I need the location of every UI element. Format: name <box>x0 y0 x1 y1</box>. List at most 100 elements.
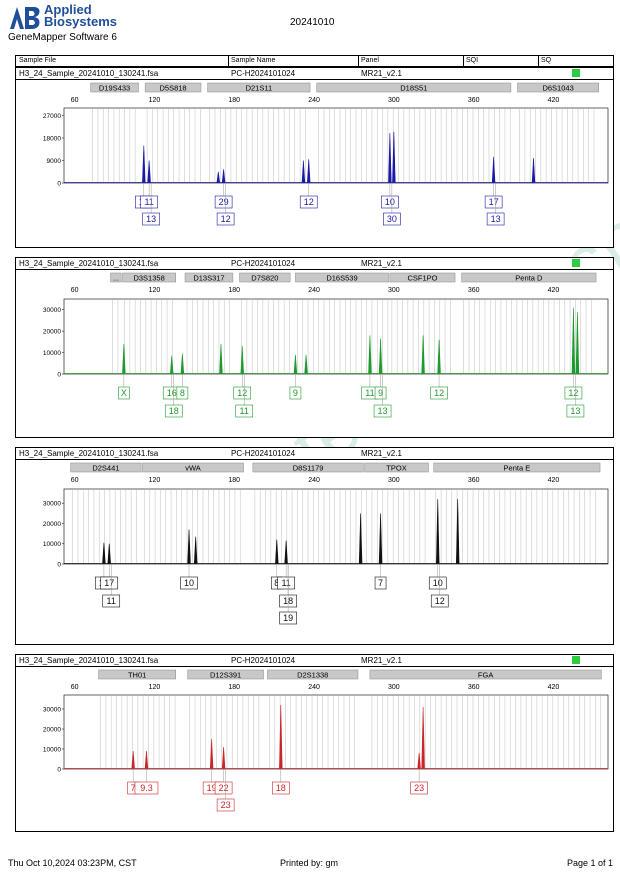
allele-box <box>430 594 449 608</box>
x-tick-label: 180 <box>228 97 240 104</box>
signal-peak <box>378 338 383 374</box>
y-tick-label: 10000 <box>43 747 61 754</box>
y-tick-label: 10000 <box>43 350 61 357</box>
signal-peak <box>368 335 372 374</box>
plot-frame <box>63 488 609 565</box>
col-panel[interactable]: Panel <box>361 57 379 64</box>
col-sample-file[interactable]: Sample File <box>19 57 56 64</box>
marker-label: D3S1358 <box>133 274 164 283</box>
allele-box <box>100 576 119 590</box>
marker-bar <box>70 462 142 473</box>
signal-peak <box>293 354 298 374</box>
marker-bar <box>98 669 176 680</box>
allele-box <box>566 404 585 418</box>
allele-box <box>374 576 387 590</box>
electropherogram-panel-3: H3_24_Sample_20241010_130241.fsa PC-H202… <box>15 447 614 645</box>
plot-frame <box>63 107 609 184</box>
marker-bar <box>110 272 122 283</box>
allele-label: 12 <box>221 214 231 224</box>
y-tick-label: 0 <box>57 767 61 774</box>
y-tick-label: 18000 <box>43 136 61 143</box>
app-name: GeneMapper Software 6 <box>8 32 117 43</box>
y-tick-label: 27000 <box>43 113 61 120</box>
marker-label: D13S317 <box>193 274 224 283</box>
x-tick-label: 120 <box>149 287 161 294</box>
y-tick-label: 30000 <box>43 501 61 508</box>
y-tick-label: 20000 <box>43 521 61 528</box>
brand-name: Applied Biosystems <box>44 2 117 28</box>
signal-peak <box>107 543 111 564</box>
panel-info-row: H3_24_Sample_20241010_130241.fsa PC-H202… <box>16 655 613 667</box>
allele-label: 23 <box>221 800 231 810</box>
col-sqi[interactable]: SQI <box>466 57 479 64</box>
allele-label: 29 <box>219 197 229 207</box>
col-sq[interactable]: SQ <box>541 57 552 64</box>
plot-frame <box>63 298 609 375</box>
marker-label: TH01 <box>128 671 146 680</box>
col-sample-name[interactable]: Sample Name <box>231 57 276 64</box>
electropherogram-3[interactable]: D2S441 vWA D8S1179 TPOX Penta E60 120 180 240 30… <box>16 460 613 643</box>
x-tick-label: 360 <box>468 287 480 294</box>
sample-name-value: PC-H2024101024 <box>231 69 296 78</box>
allele-label: 23 <box>414 783 424 793</box>
signal-peak <box>221 746 226 769</box>
sq-status-badge <box>572 69 580 77</box>
x-tick-label: 420 <box>548 287 560 294</box>
signal-peak <box>102 542 106 564</box>
marker-label: D2S1338 <box>297 671 328 680</box>
marker-bar <box>122 272 176 283</box>
signal-peak <box>436 499 440 564</box>
allele-label: 12 <box>568 388 578 398</box>
marker-bar <box>389 272 456 283</box>
x-tick-label: 300 <box>388 684 400 691</box>
page-date: 20241010 <box>290 17 335 28</box>
signal-peak <box>455 499 460 564</box>
signal-peak <box>240 346 244 374</box>
signal-peak <box>144 750 149 769</box>
y-tick-label: 30000 <box>43 707 61 714</box>
allele-label: 9 <box>378 388 383 398</box>
signal-peak <box>421 706 425 769</box>
allele-box <box>233 386 252 400</box>
y-tick-label: 0 <box>57 562 61 569</box>
allele-label: 19 <box>207 783 217 793</box>
electropherogram-panel-4: H3_24_Sample_20241010_130241.fsa PC-H202… <box>15 654 614 832</box>
signal-peak <box>275 539 279 564</box>
sample-file-value: H3_24_Sample_20241010_130241.fsa <box>19 69 159 78</box>
marker-label: D8S1179 <box>293 464 324 473</box>
allele-label: 19 <box>283 613 293 623</box>
signal-peak <box>378 513 383 564</box>
sample-file-value: H3_24_Sample_20241010_130241.fsa <box>19 656 159 665</box>
allele-label: 11 <box>281 578 290 588</box>
footer-printed-by: Printed by: gm <box>280 858 339 868</box>
allele-label: X <box>121 388 127 398</box>
applied-biosystems-logo-icon <box>10 7 40 29</box>
marker-label: D18S51 <box>400 84 427 93</box>
allele-box <box>140 195 158 209</box>
signal-peak <box>307 159 311 183</box>
x-tick-label: 300 <box>388 477 400 484</box>
x-tick-label: 300 <box>388 97 400 104</box>
allele-box <box>374 386 387 400</box>
x-tick-label: 420 <box>548 477 560 484</box>
allele-label: 12 <box>434 388 444 398</box>
allele-label: 9.3 <box>140 783 153 793</box>
allele-label: 16 <box>167 388 177 398</box>
allele-label: 10 <box>184 578 194 588</box>
x-tick-label: 180 <box>228 684 240 691</box>
allele-box <box>142 212 160 226</box>
signal-peak <box>180 353 185 374</box>
allele-label: 22 <box>219 783 229 793</box>
electropherogram-2[interactable]: ... D3S1358 D13S317 D7S820 D16S539 CSF1PO Pent… <box>16 270 613 436</box>
brand-line-1: Applied <box>44 2 92 17</box>
allele-box <box>299 195 318 209</box>
signal-peak <box>131 750 135 769</box>
allele-label: 12 <box>237 388 247 398</box>
marker-bar <box>207 82 311 93</box>
allele-box <box>428 576 447 590</box>
allele-box <box>373 404 392 418</box>
allele-label: 11 <box>365 388 374 398</box>
allele-label: 7 <box>378 578 383 588</box>
